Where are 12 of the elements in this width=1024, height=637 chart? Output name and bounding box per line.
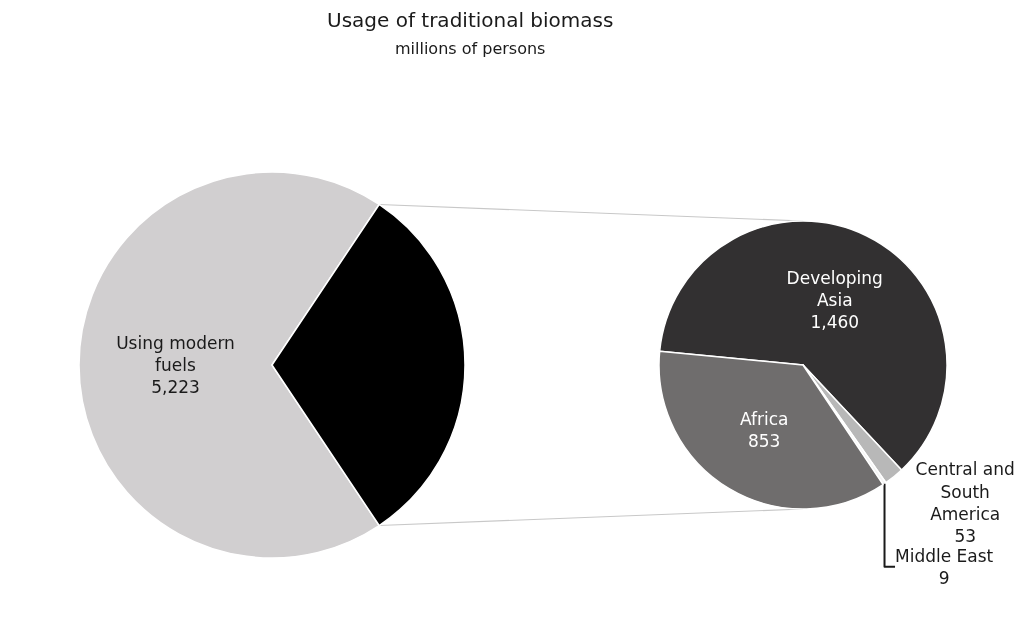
chart-subtitle: millions of persons: [395, 39, 546, 58]
data-label: 1,460: [810, 312, 860, 333]
slice-label: Central and South America: [915, 459, 1015, 524]
slice-label: Middle East: [895, 545, 994, 566]
data-label: 853: [747, 430, 781, 451]
data-label: 5,223: [151, 377, 200, 398]
slice-label: Developing Asia: [786, 268, 883, 311]
chart-title: Usage of traditional biomass: [327, 8, 614, 32]
data-label: 53: [954, 525, 977, 546]
slice-label: Using modern fuels: [116, 332, 235, 375]
data-label: 9: [938, 567, 950, 588]
slice-label: Africa: [739, 408, 789, 429]
